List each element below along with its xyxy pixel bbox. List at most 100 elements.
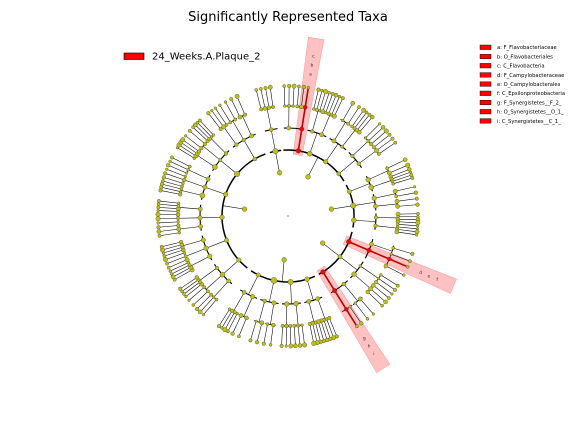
taxon-node	[340, 144, 345, 149]
tree-arc	[340, 119, 351, 126]
taxon-node	[219, 272, 226, 278]
biomarker-swatch	[479, 63, 492, 69]
taxon-node	[209, 135, 213, 139]
biomarker-label: f: C_Epsilonproteobacteria	[497, 91, 565, 97]
tree-edge	[313, 89, 319, 110]
tree-edge	[158, 207, 179, 209]
taxon-node	[380, 125, 386, 130]
tree-edge	[230, 98, 241, 118]
taxon-node	[405, 265, 410, 269]
tree-edge	[162, 180, 183, 187]
taxon-node	[357, 130, 362, 135]
tree-edge	[351, 110, 364, 127]
taxon-node	[394, 194, 399, 199]
taxon-node	[373, 223, 378, 228]
taxon-node	[183, 254, 188, 259]
tree-edge	[165, 173, 185, 181]
taxon-node	[369, 241, 374, 247]
tree-edge	[221, 310, 233, 329]
tree-edge	[290, 281, 292, 304]
tree-edge	[322, 242, 341, 257]
tree-edge	[260, 88, 266, 109]
tree-edge	[354, 112, 367, 129]
tree-arc	[304, 296, 323, 304]
taxon-node	[357, 296, 363, 302]
taxon-node	[374, 148, 379, 153]
taxon-node	[198, 309, 203, 315]
taxon-node	[179, 239, 184, 245]
tree-edge	[349, 183, 370, 192]
taxon-node	[415, 202, 420, 207]
tree-edge	[178, 144, 197, 157]
tree-edge	[189, 130, 206, 145]
tree-edge	[158, 203, 179, 207]
tree-edge	[301, 325, 305, 345]
taxon-node	[361, 107, 366, 113]
taxon-node	[374, 280, 378, 284]
taxon-node	[176, 216, 180, 221]
taxon-node	[213, 106, 217, 110]
tree-edge	[325, 143, 339, 162]
tree-edge	[171, 264, 190, 275]
taxon-node	[183, 174, 187, 179]
tree-edge	[339, 256, 358, 271]
tree-edge	[181, 279, 199, 292]
taxon-node	[292, 323, 297, 328]
taxon-node	[199, 146, 204, 151]
biomarker-label: d: F_Campylobacteraceae	[497, 73, 564, 79]
taxon-node	[222, 327, 228, 333]
tree-edge	[158, 221, 179, 224]
tree-edge	[380, 274, 398, 286]
taxon-node	[156, 225, 161, 230]
taxon-node	[332, 113, 337, 119]
taxon-node	[184, 257, 190, 263]
taxon-node	[354, 324, 359, 329]
taxon-node	[233, 117, 237, 122]
clade-letter-i: i	[373, 351, 374, 357]
group-label: 24_Weeks.A.Plaque_2	[152, 52, 261, 63]
biomarker-node	[346, 239, 352, 245]
taxon-node	[156, 205, 161, 210]
taxon-node	[168, 269, 172, 273]
taxon-node	[269, 127, 274, 132]
tree-edge	[195, 124, 210, 140]
taxon-node	[180, 289, 184, 294]
tree-edge	[333, 290, 347, 310]
taxon-node	[324, 337, 330, 343]
taxon-node	[250, 294, 256, 300]
tree-edge	[352, 140, 369, 157]
taxon-node	[212, 164, 218, 170]
tree-edge	[188, 169, 209, 180]
biomarker-swatch	[479, 72, 492, 78]
taxon-node	[242, 112, 247, 117]
tree-arc	[374, 213, 377, 230]
tree-edge	[158, 200, 179, 204]
tree-edge	[269, 87, 274, 108]
taxon-node	[340, 96, 345, 101]
tree-edge	[308, 301, 315, 323]
tree-edge	[160, 190, 181, 195]
taxon-node	[287, 279, 294, 285]
tree-edge	[255, 89, 262, 110]
taxon-node	[368, 184, 374, 191]
taxon-node	[337, 94, 342, 99]
taxon-node	[408, 259, 412, 263]
tree-edge	[323, 319, 331, 339]
tree-edge	[397, 226, 418, 230]
taxon-node	[187, 298, 191, 302]
taxon-node	[315, 296, 321, 302]
taxon-node	[395, 283, 400, 288]
taxon-node	[248, 338, 253, 343]
tree-edge	[322, 271, 336, 292]
tree-arc	[350, 261, 364, 279]
taxon-node	[327, 91, 331, 95]
taxon-node	[380, 303, 384, 308]
tree-edge	[203, 299, 217, 315]
tree-edge	[306, 279, 314, 301]
taxon-node	[242, 290, 247, 295]
tree-edge	[196, 294, 212, 310]
tree-edge	[269, 280, 275, 303]
tree-edge	[370, 288, 386, 303]
